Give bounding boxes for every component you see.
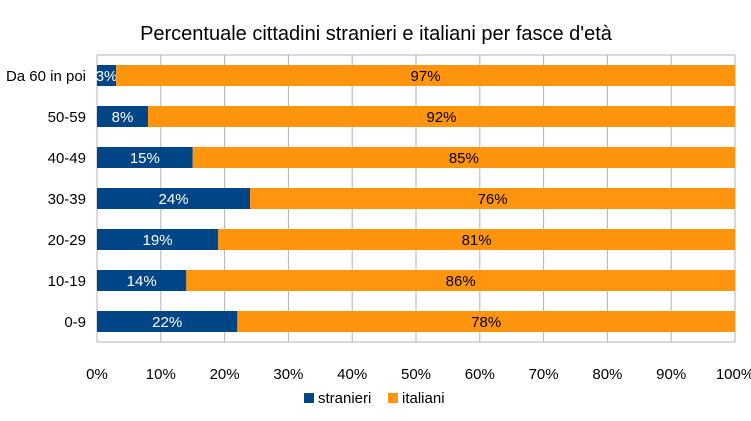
x-tick-label: 60% [465,366,495,383]
data-label-stranieri: 14% [127,273,157,290]
x-tick-label: 20% [210,366,240,383]
bar-italiani [218,229,736,250]
bar-stranieri [97,270,187,291]
bar-stranieri [97,65,117,86]
bar-stranieri [97,188,251,209]
data-label-italiani: 92% [427,109,457,126]
data-label-italiani: 78% [471,314,501,331]
legend-swatch-italiani [388,393,398,403]
x-tick-label: 30% [273,366,303,383]
data-label-italiani: 97% [411,68,441,85]
data-label-stranieri: 19% [143,232,173,249]
bar-italiani [116,65,735,86]
x-tick-label: 80% [592,366,622,383]
bar-stranieri [97,106,149,127]
bar-italiani [192,147,735,168]
bar-italiani [237,311,736,332]
bars: 3% 97% 8% 92% 15% 85% 24% 76% 19% 81% 14% 86% 22% 78% [96,65,736,332]
legend: stranieri italiani [304,390,445,407]
y-tick-label: 50-59 [48,109,86,126]
y-tick-label: Da 60 in poi [6,68,86,85]
x-tick-label: 50% [401,366,431,383]
chart-title: Percentuale cittadini stranieri e italia… [140,23,613,45]
x-tick-label: 40% [337,366,367,383]
x-axis-labels: 0% 10% 20% 30% 40% 50% 60% 70% 80% 90% 100% [86,366,751,383]
y-tick-label: 40-49 [48,150,86,167]
y-tick-label: 10-19 [48,273,86,290]
data-label-stranieri: 15% [130,150,160,167]
x-tick-label: 100% [716,366,751,383]
data-label-italiani: 76% [478,191,508,208]
x-tick-label: 0% [86,366,108,383]
y-tick-label: 20-29 [48,232,86,249]
bar-stranieri [97,311,238,332]
y-tick-label: 0-9 [64,314,86,331]
bar-italiani [148,106,736,127]
bar-italiani [186,270,735,291]
x-tick-label: 10% [146,366,176,383]
data-label-stranieri: 24% [159,191,189,208]
data-label-italiani: 86% [446,273,476,290]
data-label-stranieri: 8% [112,109,134,126]
legend-label-stranieri: stranieri [318,390,371,407]
legend-label-italiani: italiani [402,390,445,407]
bar-stranieri [97,147,193,168]
y-tick-label: 30-39 [48,191,86,208]
data-label-stranieri: 22% [152,314,182,331]
data-label-italiani: 81% [462,232,492,249]
y-axis-labels: Da 60 in poi 50-59 40-49 30-39 20-29 10-19 0-9 [6,68,86,331]
legend-swatch-stranieri [304,393,314,403]
bar-stranieri [97,229,219,250]
data-label-stranieri: 3% [96,68,118,85]
x-tick-label: 90% [656,366,686,383]
x-tick-label: 70% [529,366,559,383]
data-label-italiani: 85% [449,150,479,167]
bar-italiani [250,188,735,209]
